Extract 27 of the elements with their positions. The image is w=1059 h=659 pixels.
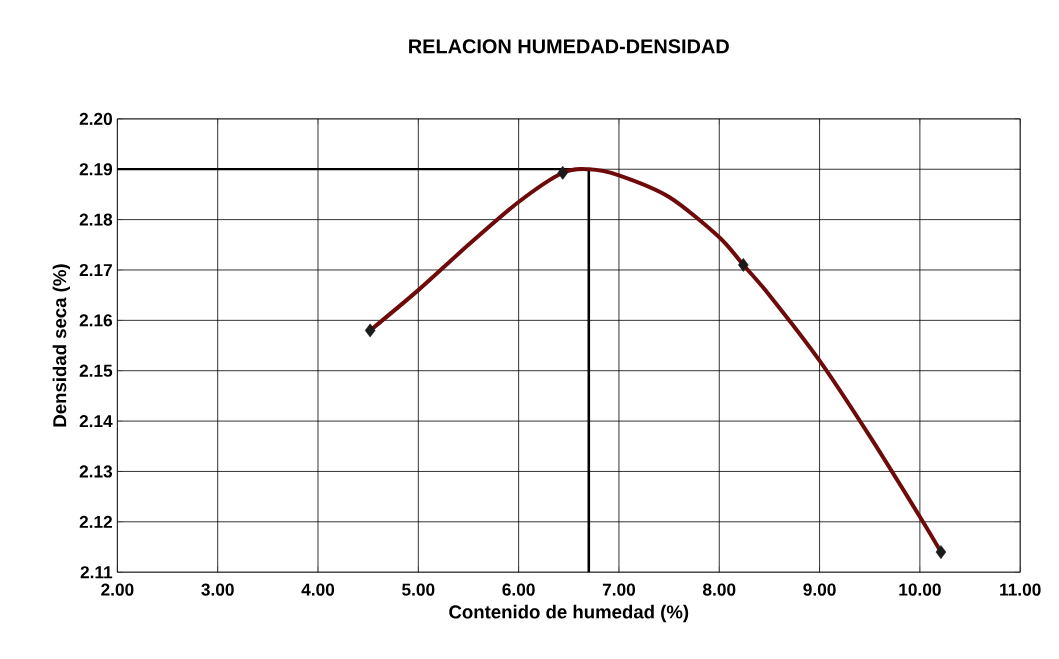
point	[364, 323, 376, 338]
y-tick-label: 2.14	[79, 414, 113, 427]
x-tick-label: 6.00	[502, 583, 535, 596]
chart-title: RELACION HUMEDAD-DENSIDAD	[409, 39, 729, 54]
x-tick-label: 11.00	[1000, 583, 1041, 596]
x-axis-title: Contenido de humedad (%)	[449, 604, 689, 623]
x-tick-label: 2.00	[101, 583, 134, 596]
y-tick-label: 2.18	[79, 213, 113, 226]
point	[557, 165, 569, 180]
x-tick-label: 8.00	[703, 583, 736, 596]
y-tick-label: 2.15	[79, 364, 113, 377]
y-tick-label: 2.16	[79, 314, 113, 327]
y-tick-label: 2.13	[79, 465, 113, 478]
y-tick-label: 2.17	[79, 263, 112, 276]
y-axis-title: Densidad seca (%)	[52, 264, 70, 427]
x-tick-label: 3.00	[201, 583, 234, 596]
y-tick-label: 2.11	[80, 565, 113, 579]
y-tick-label: 2.19	[79, 162, 113, 176]
x-tick-label: 4.00	[301, 583, 335, 596]
point	[935, 544, 947, 559]
x-tick-label: 7.00	[602, 583, 636, 596]
x-tick-label: 5.00	[402, 583, 435, 596]
x-tick-label: 10.00	[899, 583, 941, 596]
y-tick-label: 2.12	[79, 515, 112, 528]
y-tick-label: 2.20	[79, 112, 112, 125]
point	[738, 257, 749, 272]
x-tick-label: 9.00	[803, 583, 836, 596]
